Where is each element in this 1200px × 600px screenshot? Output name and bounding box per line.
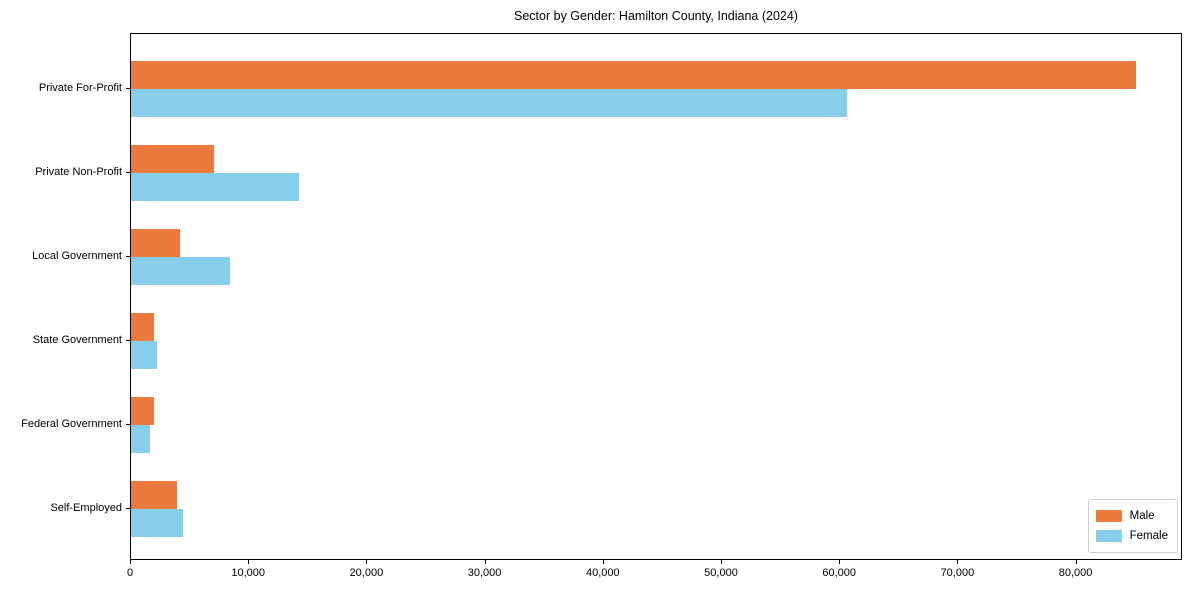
x-tick-label-70000: 70,000 <box>940 567 975 579</box>
y-tick-mark <box>126 340 130 341</box>
bar-male-self-employed <box>131 481 178 509</box>
x-tick-mark <box>602 560 604 564</box>
legend-item-female: Female <box>1095 526 1168 546</box>
x-tick-mark <box>839 560 841 564</box>
x-tick-label-10000: 10,000 <box>231 567 266 579</box>
bar-female-self-employed <box>131 509 183 537</box>
x-tick-mark <box>484 560 486 564</box>
x-tick-mark <box>366 560 368 564</box>
bar-male-local-government <box>131 229 180 257</box>
x-tick-label-30000: 30,000 <box>467 567 502 579</box>
y-tick-label-private-for-profit: Private For-Profit <box>38 82 122 94</box>
legend: Male Female <box>1087 499 1178 553</box>
bar-female-private-for-profit <box>131 89 848 117</box>
y-tick-mark <box>126 172 130 173</box>
y-tick-label-self-employed: Self-Employed <box>50 502 122 514</box>
y-tick-mark <box>126 256 130 257</box>
x-tick-label-40000: 40,000 <box>585 567 620 579</box>
legend-label-female: Female <box>1129 530 1168 542</box>
bar-female-local-government <box>131 257 231 285</box>
bar-female-federal-government <box>131 425 150 453</box>
x-tick-mark <box>1075 560 1077 564</box>
female-color-swatch <box>1095 530 1122 542</box>
male-color-swatch <box>1095 510 1122 522</box>
chart-title: Sector by Gender: Hamilton County, India… <box>514 9 798 23</box>
legend-label-male: Male <box>1129 510 1155 522</box>
bar-male-private-non-profit <box>131 145 214 173</box>
plot-area: Male Female <box>130 33 1182 560</box>
bar-female-private-non-profit <box>131 173 299 201</box>
bar-male-state-government <box>131 313 154 341</box>
y-tick-label-federal-government: Federal Government <box>21 418 122 430</box>
legend-item-male: Male <box>1095 506 1168 526</box>
x-tick-label-80000: 80,000 <box>1058 567 1093 579</box>
y-tick-mark <box>126 88 130 89</box>
x-tick-label-20000: 20,000 <box>349 567 384 579</box>
x-tick-mark <box>248 560 250 564</box>
bar-male-private-for-profit <box>131 61 1136 89</box>
bar-female-state-government <box>131 341 157 369</box>
x-tick-label-0: 0 <box>126 567 134 579</box>
x-tick-label-60000: 60,000 <box>822 567 857 579</box>
x-tick-mark <box>721 560 722 564</box>
y-tick-label-local-government: Local Government <box>32 250 122 262</box>
x-tick-mark <box>130 560 131 564</box>
y-tick-mark <box>126 508 130 509</box>
y-tick-label-state-government: State Government <box>32 334 122 346</box>
y-tick-mark <box>126 424 130 425</box>
x-tick-label-50000: 50,000 <box>704 567 738 579</box>
bar-male-federal-government <box>131 397 154 425</box>
x-tick-mark <box>957 560 959 564</box>
y-tick-label-private-non-profit: Private Non-Profit <box>35 166 122 178</box>
